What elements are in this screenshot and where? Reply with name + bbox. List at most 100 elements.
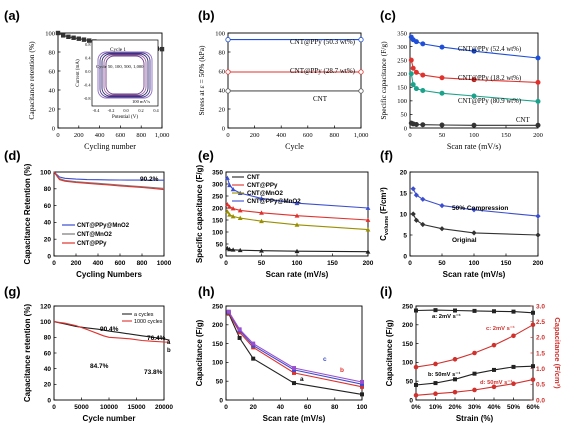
data-point — [225, 202, 230, 207]
y-axis-label: Capacitance retention (%) — [27, 41, 36, 120]
x-tick-label: 20 — [250, 404, 258, 411]
data-point — [413, 69, 419, 75]
y-tick-label: 15 — [400, 190, 408, 197]
y-tick-label: 0 — [404, 125, 407, 132]
series-2 — [413, 322, 536, 370]
data-point — [420, 221, 426, 228]
data-point — [535, 122, 541, 128]
y-right-tick-label: 0.5 — [536, 382, 545, 389]
data-point — [360, 379, 364, 384]
series-label: CNT — [516, 117, 530, 124]
data-point — [226, 309, 231, 314]
data-point — [237, 335, 242, 340]
series-letter: a — [167, 340, 171, 346]
y-tick-label: 100 — [212, 229, 223, 236]
data-point — [439, 44, 445, 50]
data-point — [358, 37, 364, 43]
series-line — [53, 171, 165, 191]
y-tick-label: 50 — [401, 112, 408, 119]
data-point — [472, 308, 477, 313]
x-tick-label: 0 — [224, 260, 228, 267]
x-tick-label: 1,000 — [354, 132, 369, 139]
chart-panel-e: (e) 0 50 100 150 200 0 50 100 150 200 250 300 350 Scan… — [195, 148, 374, 279]
y-axis-right-label: Capacitance (F/cm³) — [553, 317, 562, 389]
x-tick-label: 150 — [501, 260, 512, 267]
y-tick-label: 150 — [212, 217, 223, 224]
y-tick-label: 0 — [52, 125, 55, 132]
legend-label: CNT@PPy@MnO2 — [77, 223, 130, 229]
x-tick-label: 1000 — [157, 260, 172, 267]
y-right-tick-label: 1.5 — [536, 350, 545, 357]
panel-label-i: (i) — [380, 284, 392, 299]
data-point — [439, 203, 445, 209]
data-point — [535, 213, 541, 219]
panel-label-h: (h) — [198, 284, 215, 299]
data-point — [511, 309, 516, 314]
data-point — [413, 86, 419, 92]
x-tick-label: 600 — [116, 132, 126, 139]
inset-x-tick-label: -0.4 — [93, 108, 101, 113]
series-line — [53, 321, 170, 343]
data-point — [439, 75, 445, 81]
x-tick-label: 50 — [439, 132, 446, 139]
y-tick-label: 300 — [212, 181, 223, 188]
y-tick-label: 100 — [40, 169, 51, 176]
chart-panel-b: (b) 0 200 400 600 800 1,000 0 20 40 60 80 100 Cycle St… — [197, 8, 368, 151]
data-point — [472, 387, 477, 393]
y-tick-label: 50 — [216, 241, 224, 248]
y-right-tick-label: 1.0 — [536, 366, 545, 373]
data-point — [408, 71, 414, 77]
y-axis-label: Cvolume (F/cm³) — [379, 187, 390, 241]
series-label: CNT@PPy (80.9 wt%) — [458, 98, 521, 105]
data-point — [225, 209, 230, 214]
inset-y-tick-label: 0.4 — [85, 56, 91, 61]
data-point — [360, 382, 364, 387]
x-tick-label: 40 — [277, 404, 285, 411]
data-point — [66, 34, 71, 39]
y-right-tick-label: 3.0 — [536, 303, 545, 310]
chart-panel-g: (g) 0 5000 10000 15000 20000 0 20 40 60 80 100 120 Cy… — [4, 284, 173, 423]
series-label: Original — [452, 237, 477, 244]
series-label: CNT@PPy (18.2 wt%) — [458, 75, 521, 82]
series-line — [53, 171, 164, 181]
y-tick-label: 40 — [49, 87, 56, 94]
y-tick-label: 50 — [216, 379, 224, 386]
legend-label: CNT@PPy — [247, 182, 278, 189]
x-tick-label: 200 — [533, 260, 544, 267]
data-point — [410, 211, 416, 217]
x-axis-label: Cycle number — [83, 414, 136, 423]
series-line — [226, 211, 369, 231]
data-point — [251, 341, 256, 346]
y-tick-label: 80 — [44, 335, 52, 342]
y-tick-label: 5 — [403, 232, 407, 239]
y-tick-label: 20 — [400, 169, 408, 176]
inset-x-tick-label: 0.4 — [153, 108, 159, 113]
data-point — [452, 356, 458, 362]
x-tick-label: 50 — [438, 260, 446, 267]
y-right-tick-label: 0.0 — [536, 397, 545, 404]
y-tick-label: 200 — [212, 322, 223, 329]
series-line — [53, 321, 170, 341]
x-tick-label: 20000 — [155, 404, 173, 411]
series-0 — [225, 37, 364, 43]
data-point — [87, 38, 92, 43]
series-2 — [225, 88, 364, 94]
data-point — [294, 213, 300, 218]
legend-d — [62, 224, 75, 244]
data-point — [471, 93, 477, 99]
chart-panel-h: (h) 0 20 40 60 80 100 0 50 100 150 200 250 Scan rate … — [195, 284, 368, 423]
x-tick-label: 400 — [93, 260, 104, 267]
y-tick-label: 150 — [212, 341, 223, 348]
data-point — [414, 308, 418, 313]
value-annotation: 90.4% — [100, 326, 119, 333]
x-tick-label: 1,000 — [155, 132, 170, 139]
data-point — [259, 210, 264, 215]
series-0 — [414, 308, 535, 315]
x-tick-label: 150 — [327, 260, 338, 267]
y-tick-label: 0 — [219, 253, 223, 260]
x-tick-label: 200 — [363, 260, 374, 267]
data-point — [227, 246, 232, 252]
data-point — [420, 72, 426, 78]
series-line — [415, 324, 534, 368]
series-label: CNT@PPy (50.3 wt%) — [290, 38, 356, 46]
